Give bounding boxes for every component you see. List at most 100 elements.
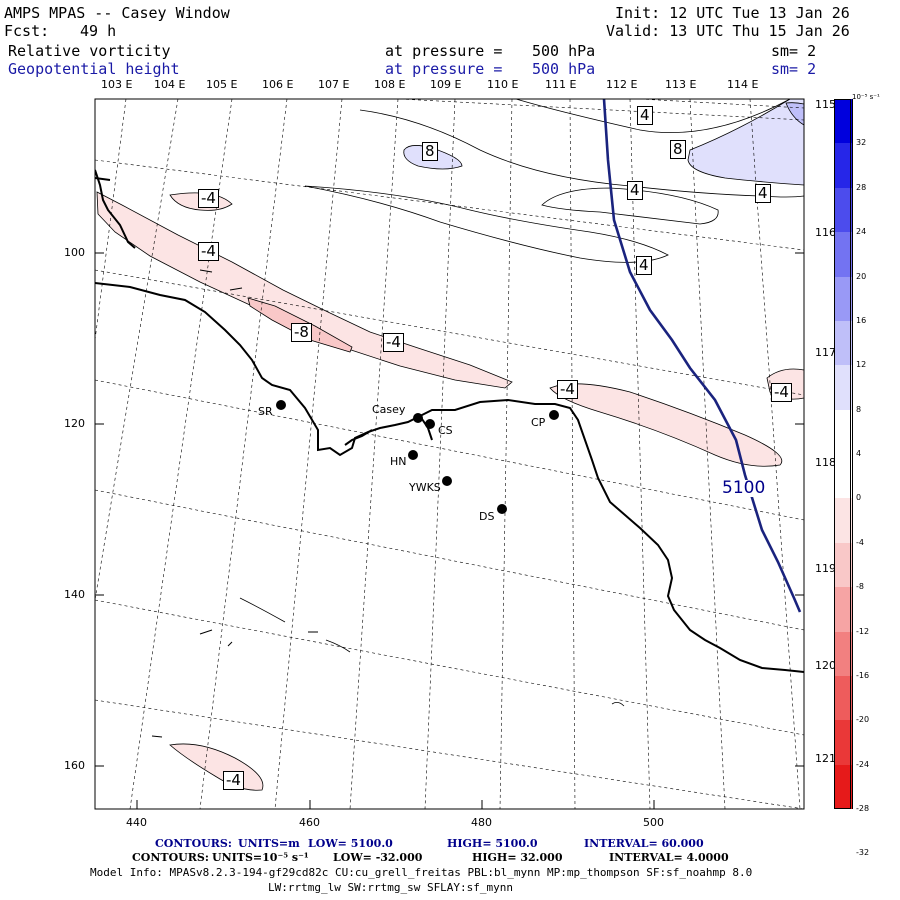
lon-label-top: 104 E [154, 78, 186, 91]
vort-contour [239, 597, 286, 623]
footer-height-high: HIGH= 5100.0 [447, 837, 538, 850]
contour-label: -4 [198, 242, 219, 261]
vort-region-blue [687, 99, 804, 186]
station-label-sr: SR [258, 405, 273, 418]
colorbar-label: 4 [856, 449, 862, 458]
forecast-hours: 49 h [80, 22, 117, 40]
x-tick-label: 440 [126, 816, 147, 829]
field2-name: Geopotential height [8, 60, 180, 78]
vort-contour [541, 187, 719, 225]
footer-model-info: Model Info: MPASv8.2.3-194-gf29cd82c CU:… [90, 866, 753, 879]
lon-label-top: 107 E [318, 78, 350, 91]
colorbar-label: 20 [856, 271, 867, 281]
contour-label: -4 [383, 333, 404, 352]
lon-label-right: 119 E [815, 562, 847, 575]
contour-label: -4 [223, 771, 244, 790]
map-frame [94, 98, 805, 810]
contour-label: -4 [198, 189, 219, 208]
y-tick-label: 160 [64, 759, 85, 772]
field2-at: at pressure = [385, 60, 503, 78]
y-tick-label: 120 [64, 417, 85, 430]
lon-label-right: 118 E [815, 456, 847, 469]
field1-level: 500 hPa [532, 42, 596, 60]
field1-sm: sm= 2 [771, 42, 817, 60]
contour-label: -8 [291, 323, 312, 342]
colorbar-label: -28 [856, 804, 870, 813]
field1-name: Relative vorticity [8, 42, 171, 60]
lon-label-top: 111 E [545, 78, 577, 91]
lon-label-right: 117 E [815, 346, 847, 359]
colorbar-label: -4 [856, 537, 864, 547]
contour-label: 4 [627, 181, 643, 200]
field2-sm: sm= 2 [771, 60, 817, 78]
vort-contour [304, 185, 669, 263]
footer-height-interval: INTERVAL= 60.000 [584, 837, 704, 850]
lon-label-right: 115 E [815, 98, 847, 111]
station-label-ywks: YWKS [409, 481, 441, 494]
footer-vort-interval: INTERVAL= 4.0000 [609, 851, 729, 864]
footer-height-label: CONTOURS: [155, 837, 232, 850]
lon-label-right: 120 E [815, 659, 847, 672]
colorbar-label: 16 [856, 315, 867, 325]
contour-label: 8 [422, 142, 438, 161]
colorbar-label: -8 [856, 582, 864, 592]
lon-label-top: 106 E [262, 78, 294, 91]
contour-label: 4 [636, 256, 652, 275]
station-markers [276, 400, 559, 514]
colorbar-label: 24 [856, 227, 867, 237]
station-marker-hn [408, 450, 418, 460]
footer-vort-high: HIGH= 32.000 [472, 851, 563, 864]
contour-label: 8 [670, 140, 686, 159]
colorbar-label: -12 [856, 626, 870, 636]
station-label-hn: HN [390, 455, 407, 468]
lon-label-top: 109 E [430, 78, 462, 91]
contour-label: -4 [771, 383, 792, 402]
station-marker-cs [425, 419, 435, 429]
contour-label: 4 [755, 184, 771, 203]
vort-region-blue [785, 102, 804, 126]
height-contour-label: 5100 [722, 478, 766, 498]
lon-label-top: 105 E [206, 78, 238, 91]
axis-ticks [95, 252, 804, 809]
islands [151, 269, 318, 738]
x-tick-label: 480 [471, 816, 492, 829]
window-title: AMPS MPAS -- Casey Window [4, 4, 230, 22]
station-label-ds: DS [479, 510, 495, 523]
contour-label: 4 [637, 106, 653, 125]
lon-label-top: 103 E [101, 78, 133, 91]
station-label-cs: CS [438, 424, 453, 437]
colorbar-frame [834, 99, 851, 809]
lon-label-right: 116 E [815, 226, 847, 239]
vort-region-pink [549, 383, 783, 467]
lon-label-top: 110 E [487, 78, 519, 91]
vort-region-pink [96, 191, 513, 389]
height-contour-5100 [602, 99, 802, 613]
footer-height-low: LOW= 5100.0 [308, 837, 393, 850]
contour-label: -4 [557, 380, 578, 399]
station-marker-sr [276, 400, 286, 410]
colorbar-label: 32 [856, 138, 867, 148]
station-marker-ds [497, 504, 507, 514]
field2-level: 500 hPa [532, 60, 596, 78]
graticule [95, 99, 804, 809]
y-tick-label: 100 [64, 246, 85, 259]
colorbar-label: 12 [856, 360, 867, 370]
lon-label-top: 108 E [374, 78, 406, 91]
station-marker-cp [549, 410, 559, 420]
vort-contour [611, 702, 625, 707]
station-label-casey: Casey [372, 403, 406, 416]
valid-time: Valid: 13 UTC Thu 15 Jan 26 [606, 22, 850, 40]
station-marker-ywks [442, 476, 452, 486]
footer-vort-units: UNITS=10⁻⁵ s⁻¹ [212, 851, 309, 864]
vort-contour [515, 99, 791, 134]
lon-label-top: 112 E [606, 78, 638, 91]
station-label-cp: CP [531, 416, 546, 429]
footer-vort-label: CONTOURS: [132, 851, 209, 864]
y-tick-label: 140 [64, 588, 85, 601]
colorbar-label: 8 [856, 404, 862, 414]
colorbar-label: 28 [856, 182, 867, 192]
x-tick-label: 460 [299, 816, 320, 829]
vort-region-pink [169, 743, 264, 791]
coastline [95, 169, 804, 673]
